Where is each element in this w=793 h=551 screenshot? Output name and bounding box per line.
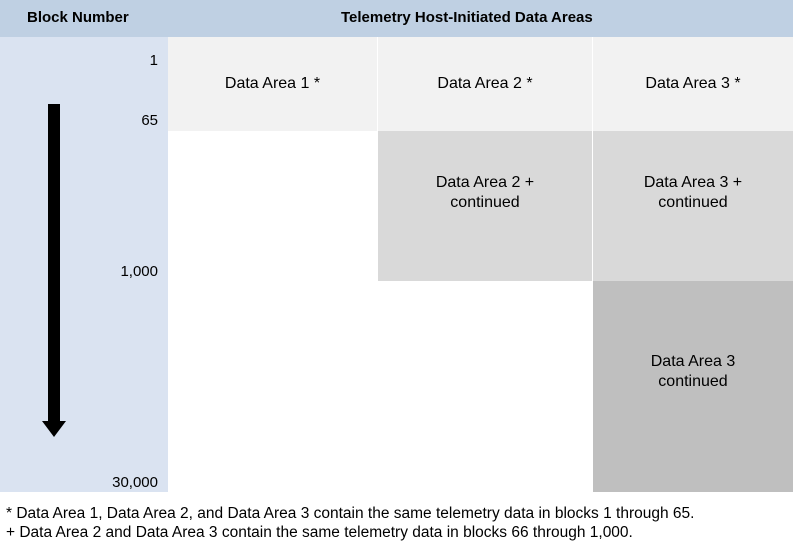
- data-area-3-continued-line1: Data Area 3 +: [643, 174, 743, 191]
- footnote-asterisk: * Data Area 1, Data Area 2, and Data Are…: [6, 505, 695, 522]
- diagram-title: Telemetry Host-Initiated Data Areas: [341, 9, 593, 26]
- data-area-3-final-line2: continued: [658, 373, 728, 390]
- data-area-3-label: Data Area 3 *: [645, 75, 741, 92]
- down-arrow-icon: [42, 421, 66, 437]
- header-bar: Block Number Telemetry Host-Initiated Da…: [0, 0, 793, 37]
- block-number-heading: Block Number: [27, 9, 129, 26]
- tick-label-65: 65: [141, 112, 158, 129]
- block-number-column: [0, 37, 168, 492]
- data-area-3-continued-cell: Data Area 3 + continued: [593, 131, 793, 281]
- tick-label-1: 1: [149, 52, 158, 69]
- data-area-2-cell: Data Area 2 *: [378, 37, 592, 131]
- data-area-1-label: Data Area 1 *: [224, 75, 321, 92]
- footnotes: * Data Area 1, Data Area 2, and Data Are…: [6, 504, 694, 542]
- tick-label-1000: 1,000: [120, 263, 158, 280]
- data-area-1-cell: Data Area 1 *: [168, 37, 377, 131]
- data-area-2-label: Data Area 2 *: [437, 75, 533, 92]
- down-arrow-shaft: [48, 104, 60, 421]
- data-area-3-final-line1: Data Area 3: [650, 353, 736, 370]
- data-area-2-continued-line2: continued: [450, 194, 520, 211]
- data-area-2-continued-line1: Data Area 2 +: [435, 174, 535, 191]
- tick-label-30000: 30,000: [112, 474, 158, 491]
- data-area-3-final-cell: Data Area 3 continued: [593, 281, 793, 492]
- footnote-plus: + Data Area 2 and Data Area 3 contain th…: [6, 524, 633, 541]
- data-area-2-continued-cell: Data Area 2 + continued: [378, 131, 592, 281]
- data-area-3-continued-line2: continued: [658, 194, 728, 211]
- data-area-3-cell: Data Area 3 *: [593, 37, 793, 131]
